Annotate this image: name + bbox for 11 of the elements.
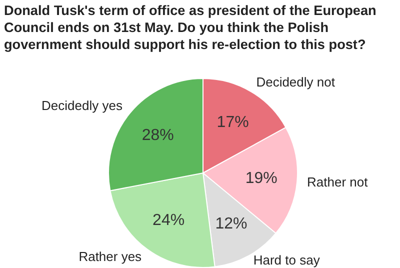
slice-label: Hard to say: [253, 252, 320, 268]
data-label: 12%: [215, 216, 248, 233]
data-label: 19%: [245, 170, 278, 187]
data-label: 17%: [216, 114, 249, 131]
slice-label: Rather not: [307, 174, 368, 190]
chart-title: Donald Tusk's term of office as president of the European Council ends on 31st May. Do you think the Polish government should support his re-election to this post?: [4, 2, 378, 53]
data-label: 24%: [152, 212, 185, 229]
slice-label: Decidedly yes: [42, 98, 123, 113]
slice-label: Decidedly not: [256, 74, 336, 90]
data-label: 28%: [142, 127, 174, 144]
slice-label: Rather yes: [78, 249, 142, 264]
